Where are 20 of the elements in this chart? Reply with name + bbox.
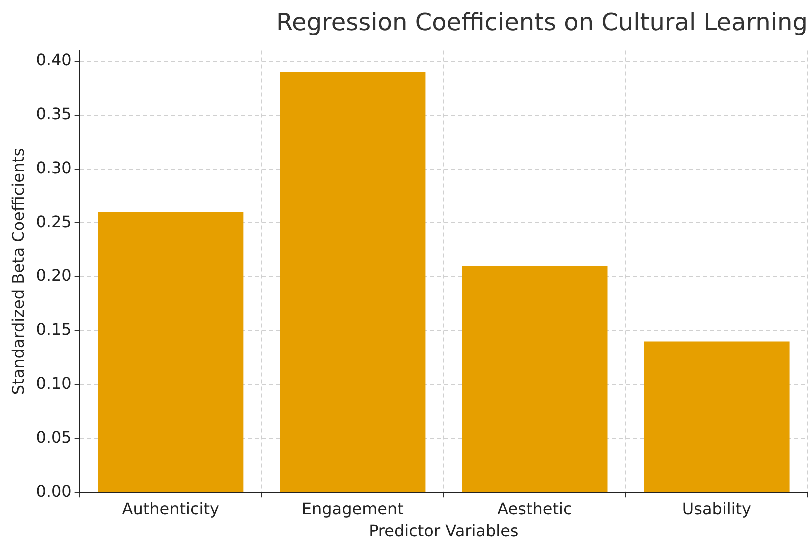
y-axis-title: Standardized Beta Coefficients [8, 148, 28, 396]
y-tick-label: 0.00 [36, 482, 72, 501]
x-axis-title: Predictor Variables [369, 522, 519, 541]
bar [644, 342, 790, 492]
bar [462, 266, 608, 492]
x-tick-label: Engagement [302, 499, 404, 518]
y-tick-label: 0.05 [36, 428, 72, 447]
y-tick-label: 0.10 [36, 374, 72, 393]
bar [98, 212, 244, 492]
bar [280, 72, 426, 492]
x-tick-label: Aesthetic [498, 499, 572, 518]
y-tick-label: 0.35 [36, 104, 72, 124]
x-tick-label: Authenticity [122, 499, 220, 518]
chart-title: Regression Coefficients on Cultural Learning [276, 8, 808, 37]
y-tick-label: 0.20 [36, 266, 72, 286]
y-tick-label: 0.25 [36, 212, 72, 232]
y-tick-label: 0.40 [36, 50, 72, 70]
y-tick-label: 0.15 [36, 320, 72, 340]
x-tick-label: Usability [682, 499, 752, 518]
y-tick-label: 0.30 [36, 158, 72, 178]
